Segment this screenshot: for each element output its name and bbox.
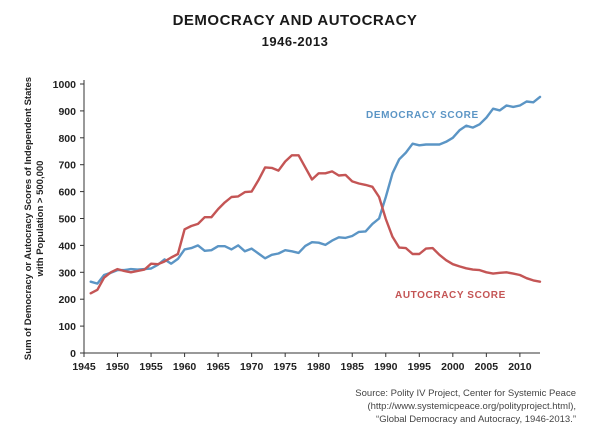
x-tick-label: 1995 [408,361,432,373]
x-tick-label: 1945 [72,361,96,373]
y-tick-labels: 0 100 200 300 400 500 600 700 800 900 1000 [53,79,77,360]
y-tick-label: 300 [58,267,76,279]
y-tick-label: 600 [58,187,76,199]
x-tick-label: 1985 [341,361,365,373]
chart-title: DEMOCRACY AND AUTOCRACY [172,12,418,29]
x-tick-labels: 1945 1950 1955 1960 1965 1970 1975 1980 1985 1990… [72,361,531,373]
y-tick-label: 500 [58,214,76,226]
democracy-score-label: DEMOCRACY SCORE [366,110,479,121]
y-axis-label: Sum of Democracy or Autocracy Scores of … [23,77,46,360]
y-tick-label: 1000 [53,79,77,91]
source-note: Source: Polity IV Project, Center for Sy… [256,387,576,426]
y-axis-label-line2: with Population > 500,000 [35,161,46,278]
y-tick-label: 700 [58,160,76,172]
x-tick-label: 1980 [307,361,331,373]
democracy-score-line [89,95,542,285]
x-tick-label: 1955 [139,361,163,373]
x-tick-label: 1990 [374,361,398,373]
x-tick-label: 1965 [206,361,230,373]
x-tick-label: 1950 [106,361,130,373]
y-tick-label: 0 [70,348,76,360]
y-tick-label: 400 [58,240,76,252]
x-tick-label: 1975 [273,361,297,373]
y-tick-label: 900 [58,106,76,118]
x-tick-label: 1960 [173,361,197,373]
source-line-2: (http://www.systemicpeace.org/polityproj… [367,401,576,412]
autocracy-score-label: AUTOCRACY SCORE [395,290,506,301]
x-tick-label: 2005 [475,361,499,373]
y-axis-label-line1: Sum of Democracy or Autocracy Scores of … [23,77,34,360]
y-tick-label: 100 [58,321,76,333]
x-tick-label: 2010 [508,361,532,373]
y-tick-label: 200 [58,294,76,306]
source-line-1: Source: Polity IV Project, Center for Sy… [355,388,576,399]
autocracy-score-line [89,154,542,295]
chart-subtitle: 1946-2013 [261,34,329,49]
source-line-3: “Global Democracy and Autocracy, 1946-20… [376,414,576,425]
series-lines [89,95,542,295]
axes [80,80,540,357]
x-tick-label: 2000 [441,361,465,373]
x-tick-label: 1970 [240,361,264,373]
y-tick-label: 800 [58,133,76,145]
